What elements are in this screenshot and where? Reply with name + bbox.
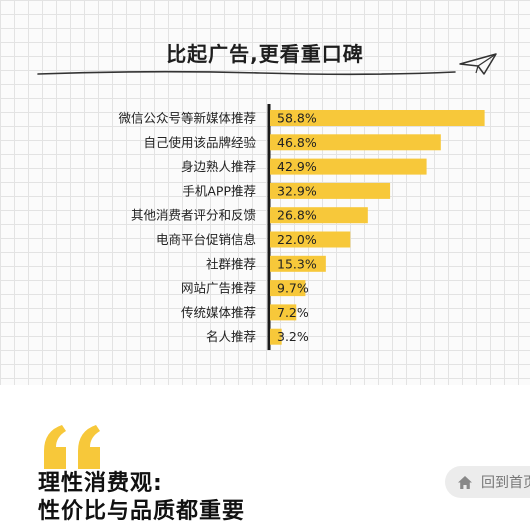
- quote-icon: [44, 425, 100, 469]
- category-label: 传统媒体推荐: [181, 305, 256, 320]
- category-label: 手机APP推荐: [182, 183, 256, 198]
- back-to-home-button[interactable]: 回到首页: [445, 466, 530, 498]
- bar-value-label: 9.7%: [277, 281, 309, 296]
- category-label: 自己使用该品牌经验: [143, 135, 256, 150]
- bar-value-label: 58.8%: [277, 111, 317, 126]
- section-title: 理性消费观: 性价比与品质都重要: [38, 470, 245, 526]
- category-label: 电商平台促销信息: [156, 232, 256, 247]
- bar: [270, 110, 485, 126]
- chart-title: 比起广告,更看重口碑: [166, 42, 364, 66]
- category-label: 微信公众号等新媒体推荐: [118, 111, 256, 126]
- bar: [270, 207, 368, 224]
- back-to-home-label: 回到首页: [481, 475, 530, 491]
- category-label: 身边熟人推荐: [181, 159, 256, 174]
- bar-value-label: 32.9%: [277, 183, 317, 198]
- bar-chart: 微信公众号等新媒体推荐 58.8% 自己使用该品牌经验 46.8% 身边熟人推荐 42.9…: [118, 104, 485, 350]
- bar: [270, 328, 282, 345]
- bar-value-label: 22.0%: [277, 232, 317, 247]
- category-label: 网站广告推荐: [181, 281, 256, 296]
- bar-value-label: 42.9%: [277, 159, 317, 174]
- section-title-line-2: 性价比与品质都重要: [38, 499, 246, 524]
- bar-value-label: 46.8%: [277, 135, 317, 150]
- bar-value-label: 7.2%: [277, 305, 309, 320]
- bar: [270, 134, 441, 151]
- category-label: 其他消费者评分和反馈: [131, 208, 256, 223]
- bar: [270, 255, 326, 272]
- bar-value-label: 26.8%: [277, 208, 317, 223]
- section-title-line-1: 理性消费观:: [38, 471, 163, 496]
- bar: [270, 231, 351, 248]
- bar: [270, 280, 306, 297]
- paper-plane-icon: [459, 53, 497, 75]
- bar: [270, 158, 427, 175]
- category-label: 名人推荐: [206, 329, 256, 344]
- home-icon: [457, 475, 473, 490]
- bar-value-label: 15.3%: [277, 256, 317, 271]
- bar: [270, 182, 391, 199]
- bar: [270, 304, 297, 321]
- chart-background-grid: [0, 0, 530, 385]
- bar-value-label: 3.2%: [277, 329, 309, 344]
- title-underline: [37, 70, 456, 76]
- category-label: 社群推荐: [206, 256, 256, 271]
